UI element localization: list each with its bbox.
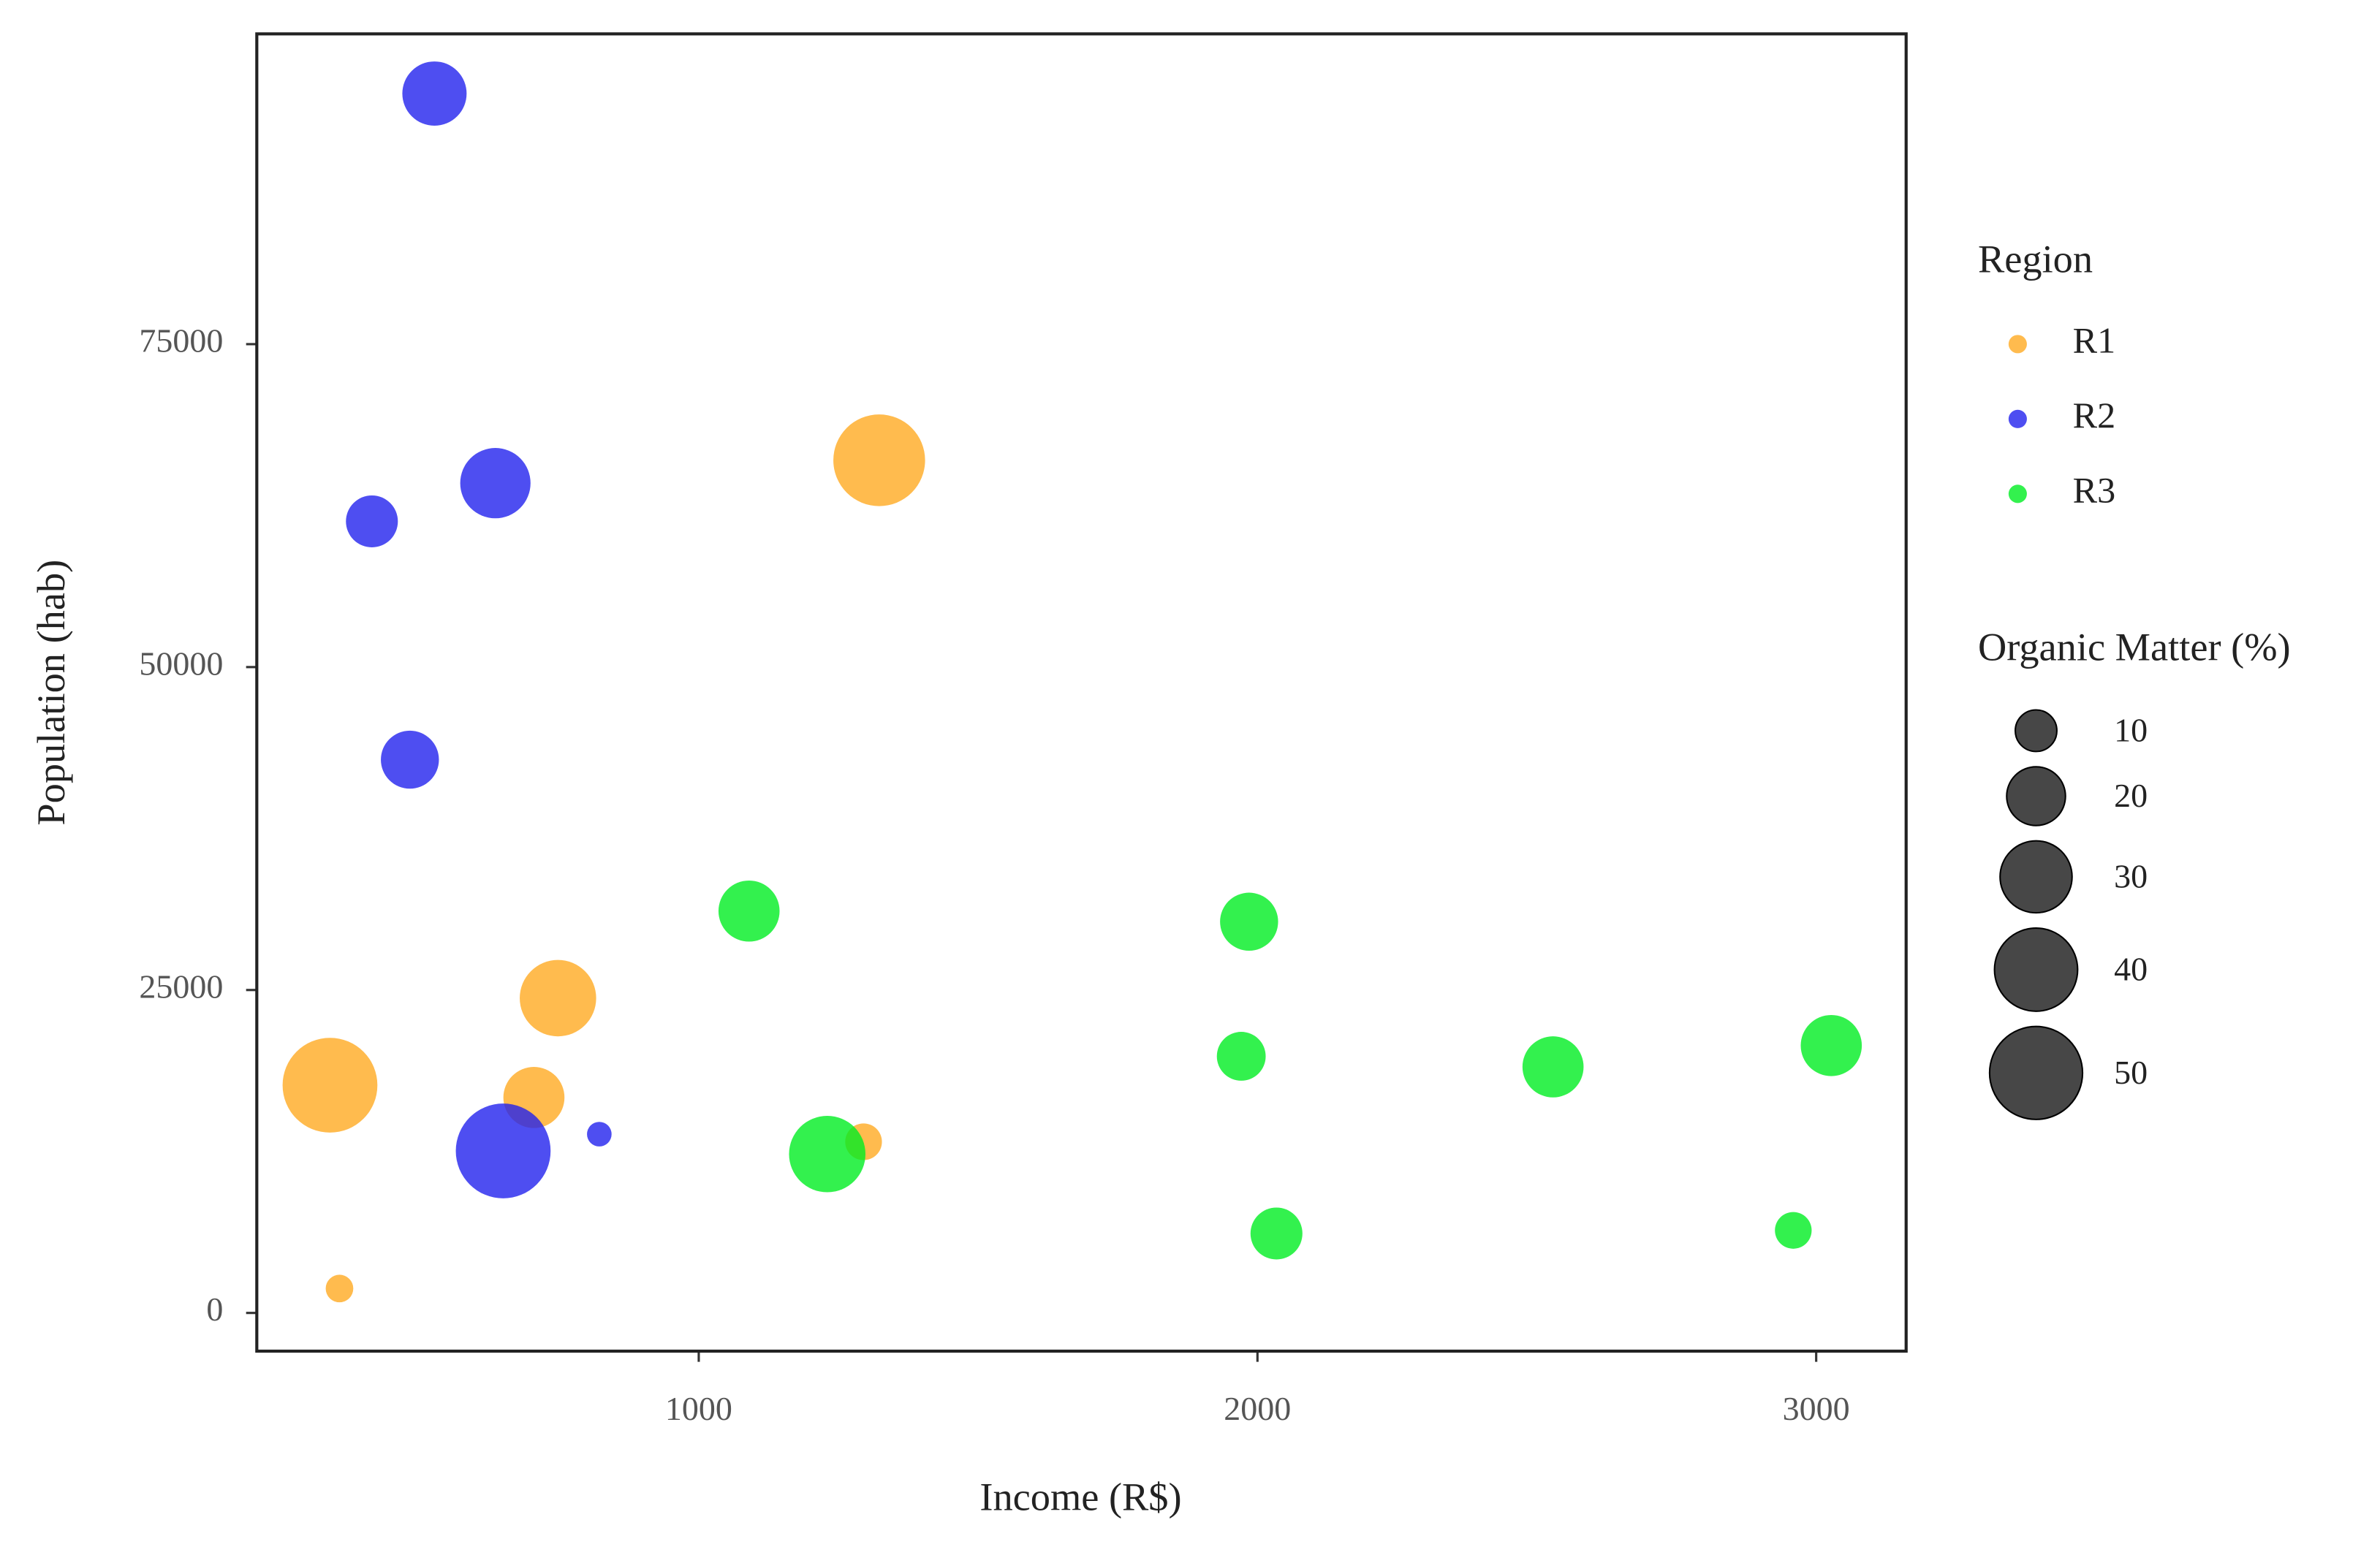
size-legend-swatch (2014, 709, 2058, 753)
y-tick-label: 0 (206, 1291, 223, 1328)
bubble (460, 448, 531, 519)
size-legend-label: 40 (2114, 951, 2148, 988)
bubble (282, 1038, 378, 1133)
bubble (1216, 1032, 1266, 1081)
x-tick-label: 1000 (665, 1390, 732, 1427)
bubble (1250, 1207, 1303, 1260)
y-tick-label: 50000 (139, 645, 223, 682)
bubble (325, 1274, 354, 1303)
bubble (1220, 892, 1278, 951)
legend-label: R3 (2073, 469, 2116, 510)
size-legend-title: Organic Matter (%) (1978, 626, 2291, 669)
bubble (1522, 1036, 1584, 1098)
y-tick-label: 75000 (139, 322, 223, 360)
bubble (455, 1103, 551, 1198)
legend-label: R2 (2073, 395, 2116, 436)
bubble (520, 959, 596, 1037)
size-legend-swatch (1999, 840, 2073, 914)
size-legend-swatch (2006, 766, 2066, 826)
size-legend-label: 10 (2114, 712, 2148, 749)
plot-border (255, 32, 1908, 1353)
size-legend-swatch (1993, 927, 2079, 1012)
color-legend-title: Region (1978, 237, 2093, 281)
size-legend-label: 50 (2114, 1054, 2148, 1091)
legend-swatch (2008, 409, 2027, 428)
bubble (789, 1115, 866, 1193)
bubble (587, 1122, 612, 1147)
x-tick-label: 3000 (1783, 1390, 1850, 1427)
bubble (833, 414, 925, 506)
bubble (718, 880, 780, 942)
size-legend-label: 30 (2114, 858, 2148, 895)
legend-swatch (2008, 484, 2027, 503)
x-tick-label: 2000 (1224, 1390, 1291, 1427)
bubble (381, 730, 439, 789)
legend-swatch (2008, 335, 2027, 354)
y-tick-label: 25000 (139, 968, 223, 1005)
x-axis-label: Income (R$) (979, 1475, 1181, 1519)
bubble (346, 495, 398, 547)
y-axis-label: Population (hab) (29, 560, 73, 826)
bubble (402, 61, 467, 126)
bubble (1775, 1212, 1812, 1249)
size-legend-swatch (1988, 1025, 2084, 1120)
size-legend-label: 20 (2114, 777, 2148, 814)
legend-label: R1 (2073, 319, 2116, 360)
bubble (1800, 1014, 1862, 1076)
